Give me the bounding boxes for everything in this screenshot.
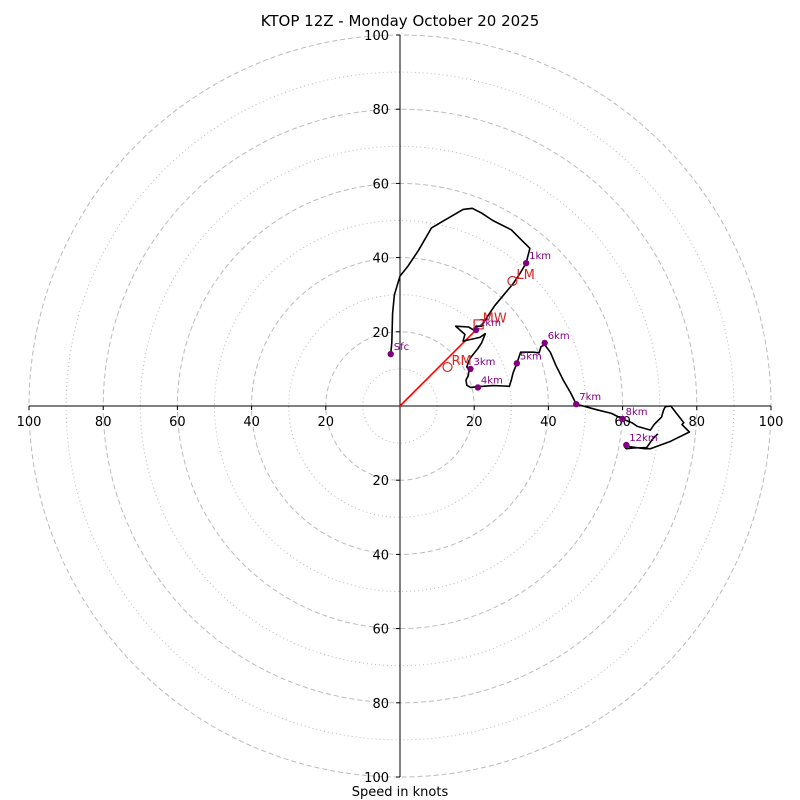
height-marker bbox=[541, 339, 548, 347]
height-marker-label: 7km bbox=[579, 392, 601, 403]
height-marker bbox=[623, 441, 630, 449]
storm-motion-marker bbox=[507, 275, 518, 287]
y-tick-label: 80 bbox=[372, 697, 389, 712]
storm-motion-label: MW bbox=[483, 311, 507, 326]
tick-labels: 100 80 60 40 20 20 40 60 80 100100806040202040608… bbox=[17, 29, 784, 786]
x-tick-label: 80 bbox=[95, 415, 112, 430]
x-tick-label: 80 bbox=[689, 415, 706, 430]
y-tick-label: 40 bbox=[372, 548, 389, 563]
height-marker-label: 12km bbox=[629, 433, 657, 444]
x-tick-label: 40 bbox=[243, 415, 260, 430]
y-tick-label: 20 bbox=[372, 474, 389, 489]
y-tick-label: 20 bbox=[372, 326, 389, 341]
hodograph-data: RM LM MW Sfc 1km 2km 3km 4km 5km 6km 7km 8km 12km bbox=[387, 207, 691, 450]
x-tick-label: 40 bbox=[540, 415, 557, 430]
height-marker bbox=[472, 326, 480, 334]
height-marker bbox=[573, 400, 580, 408]
height-marker-label: 8km bbox=[626, 407, 648, 418]
x-tick-label: 20 bbox=[318, 415, 335, 430]
height-marker-label: 6km bbox=[548, 331, 570, 342]
height-marker bbox=[522, 259, 530, 267]
height-marker-label: 1km bbox=[529, 251, 551, 262]
height-marker bbox=[467, 365, 474, 373]
height-marker bbox=[474, 384, 482, 391]
x-tick-label: 100 bbox=[17, 415, 42, 430]
storm-motion-marker bbox=[442, 361, 453, 373]
height-marker-label: 5km bbox=[520, 351, 542, 362]
height-marker-label: Sfc bbox=[394, 342, 409, 353]
y-tick-label: 100 bbox=[364, 771, 389, 786]
shear-vector-line bbox=[399, 329, 477, 407]
height-marker-label: 2km bbox=[479, 318, 501, 329]
y-tick-label: 100 bbox=[364, 29, 389, 44]
chart-title: KTOP 12Z - Monday October 20 2025 bbox=[260, 12, 540, 30]
x-tick-label: 20 bbox=[466, 415, 483, 430]
height-marker bbox=[513, 360, 521, 367]
y-tick-label: 80 bbox=[372, 103, 389, 118]
height-marker bbox=[387, 350, 394, 358]
height-marker-label: 3km bbox=[473, 357, 495, 368]
hodograph-trace bbox=[389, 207, 691, 450]
y-tick-label: 40 bbox=[372, 252, 389, 267]
y-tick-label: 60 bbox=[372, 177, 389, 192]
x-tick-label: 60 bbox=[614, 415, 631, 430]
y-tick-label: 60 bbox=[372, 623, 389, 638]
height-marker-label: 4km bbox=[481, 375, 503, 386]
x-tick-label: 100 bbox=[759, 415, 784, 430]
storm-motion-label: LM bbox=[516, 268, 534, 283]
x-axis-label: Speed in knots bbox=[352, 785, 449, 800]
x-tick-label: 60 bbox=[169, 415, 186, 430]
storm-motion-label: RM bbox=[451, 354, 471, 369]
height-marker bbox=[619, 415, 626, 423]
